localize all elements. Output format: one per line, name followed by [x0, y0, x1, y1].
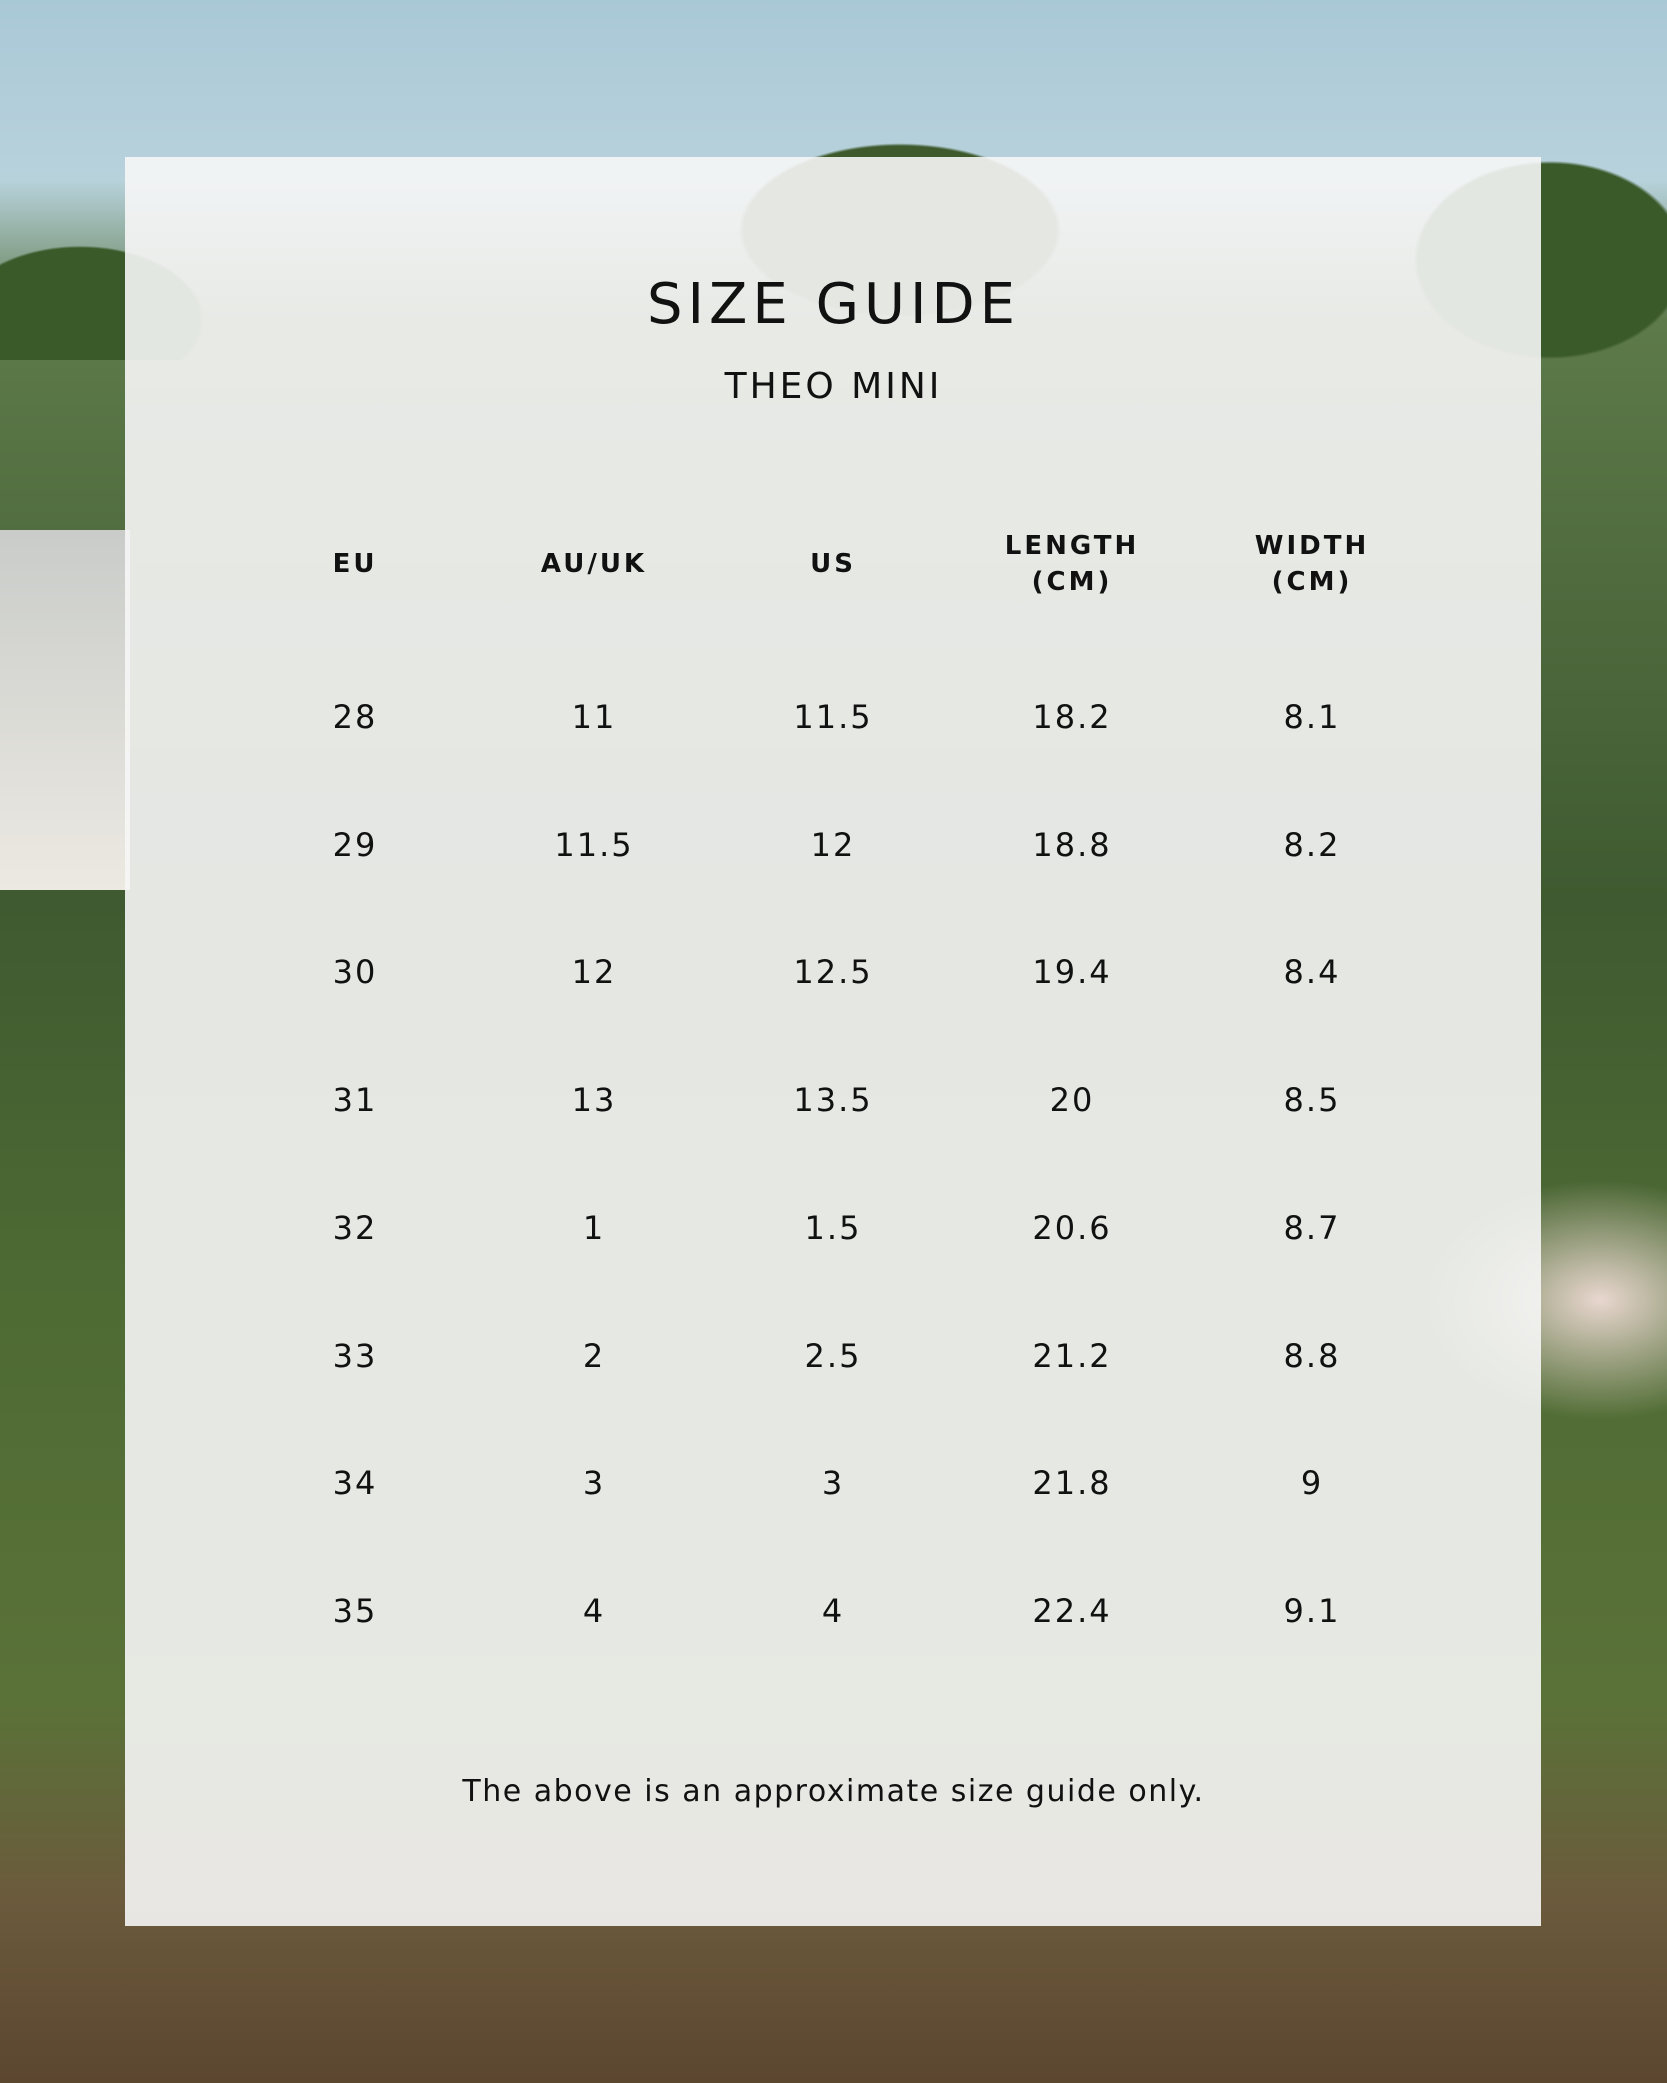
column-header: AU/UK — [540, 549, 648, 579]
column-header: LENGTH (CM) — [1004, 531, 1140, 597]
table-cell: 33 — [332, 1336, 378, 1375]
table-cell: 8.4 — [1283, 953, 1341, 992]
table-cell: 18.8 — [1032, 825, 1112, 864]
table-cell: 2.5 — [804, 1336, 862, 1375]
background-photo-barn — [0, 530, 130, 890]
table-cell: 20 — [1049, 1081, 1095, 1120]
table-cell: 9 — [1300, 1464, 1324, 1503]
table-cell: 8.1 — [1283, 698, 1341, 736]
table-cell: 12.5 — [793, 953, 873, 992]
size-guide-panel — [125, 157, 1541, 1926]
table-cell: 3 — [582, 1464, 606, 1503]
table-cell: 9.1 — [1283, 1591, 1341, 1630]
table-cell: 8.8 — [1283, 1336, 1341, 1375]
table-cell: 3 — [821, 1464, 845, 1503]
table-cell: 11.5 — [554, 825, 634, 864]
table-cell: 13 — [571, 1081, 617, 1120]
product-name: THEO MINI — [724, 366, 943, 407]
table-cell: 11.5 — [793, 698, 873, 736]
table-cell: 8.7 — [1283, 1208, 1341, 1247]
table-cell: 12 — [571, 953, 617, 992]
table-cell: 13.5 — [793, 1081, 873, 1120]
disclaimer: The above is an approximate size guide o… — [462, 1774, 1205, 1809]
table-cell: 20.6 — [1032, 1208, 1112, 1247]
table-cell: 35 — [332, 1591, 378, 1630]
column-header: EU — [332, 549, 378, 579]
column-header: WIDTH (CM) — [1254, 531, 1370, 597]
table-cell: 28 — [332, 698, 378, 736]
table-cell: 30 — [332, 953, 378, 992]
table-cell: 8.5 — [1283, 1081, 1341, 1120]
table-cell: 21.2 — [1032, 1336, 1112, 1375]
table-cell: 32 — [332, 1208, 378, 1247]
page-title: SIZE GUIDE — [646, 272, 1020, 337]
table-cell: 2 — [582, 1336, 606, 1375]
table-cell: 18.2 — [1032, 698, 1112, 736]
table-cell: 21.8 — [1032, 1464, 1112, 1503]
table-cell: 29 — [332, 825, 378, 864]
table-cell: 4 — [582, 1591, 606, 1630]
table-cell: 11 — [571, 698, 617, 736]
table-cell: 34 — [332, 1464, 378, 1503]
column-header: US — [810, 549, 856, 579]
table-cell: 12 — [810, 825, 856, 864]
table-cell: 31 — [332, 1081, 378, 1120]
table-cell: 4 — [821, 1591, 845, 1630]
table-cell: 1 — [582, 1208, 606, 1247]
table-cell: 22.4 — [1032, 1591, 1112, 1630]
table-cell: 19.4 — [1032, 953, 1112, 992]
table-cell: 8.2 — [1283, 825, 1341, 864]
table-cell: 1.5 — [804, 1208, 862, 1247]
